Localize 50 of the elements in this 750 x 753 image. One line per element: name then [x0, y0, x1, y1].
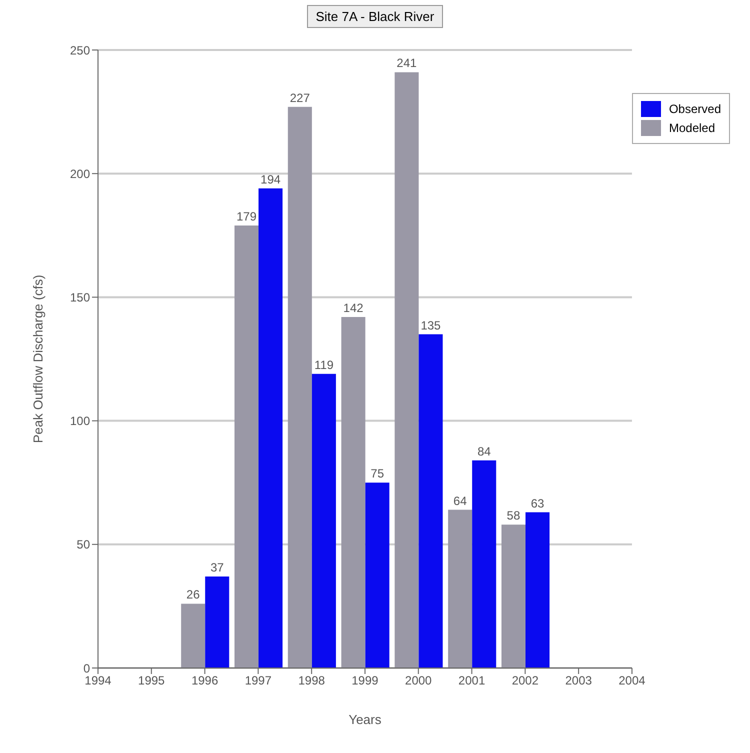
bar — [526, 512, 550, 668]
x-tick-label: 2002 — [512, 674, 539, 688]
bar — [341, 316, 366, 668]
x-tick-label: 2000 — [405, 674, 432, 688]
x-tick-label: 1996 — [191, 674, 218, 688]
data-label: 37 — [210, 560, 224, 575]
x-tick-label: 2003 — [565, 674, 592, 688]
bar — [312, 374, 336, 668]
data-label: 119 — [314, 358, 334, 372]
data-label: 63 — [530, 496, 545, 510]
data-label: 84 — [477, 444, 492, 458]
y-tick-label: 100 — [70, 414, 90, 428]
bar — [418, 334, 443, 668]
x-tick-label: 1994 — [84, 674, 112, 688]
x-tick-label: 1995 — [138, 674, 166, 688]
x-tick-label: 1999 — [352, 674, 379, 688]
data-label: 194 — [260, 172, 281, 186]
bar — [448, 510, 472, 668]
chart-title: Site 7A - Black River — [306, 5, 444, 28]
bar — [288, 106, 312, 668]
x-axis-title: Years — [348, 712, 382, 727]
data-label: 26 — [186, 588, 200, 602]
y-axis-title: Peak Outflow Discharge (cfs) — [30, 274, 46, 444]
y-tick-label: 0 — [83, 661, 90, 676]
bar — [365, 482, 390, 668]
bar — [181, 604, 206, 668]
data-label: 227 — [290, 90, 310, 105]
bar — [205, 576, 230, 668]
data-label: 64 — [453, 494, 468, 508]
bar — [501, 524, 526, 668]
data-label: 58 — [506, 508, 520, 523]
x-tick-label: 1997 — [244, 674, 272, 688]
x-tick-label: 2004 — [618, 674, 646, 688]
y-tick-label: 250 — [70, 43, 90, 58]
data-label: 241 — [396, 56, 418, 70]
y-tick-label: 50 — [76, 538, 90, 552]
x-tick-label: 2001 — [458, 674, 486, 688]
bar — [234, 226, 259, 668]
legend-label: Modeled — [668, 121, 715, 135]
bar — [258, 188, 283, 668]
legend-label: Observed — [668, 102, 721, 116]
y-tick-label: 200 — [70, 166, 90, 181]
data-label: 75 — [370, 466, 384, 481]
x-tick-label: 1998 — [298, 674, 326, 688]
y-tick-label: 150 — [70, 290, 90, 304]
data-label: 179 — [236, 210, 257, 224]
data-label: 135 — [420, 318, 442, 332]
data-label: 142 — [343, 300, 364, 315]
bar — [394, 72, 419, 668]
bar — [472, 460, 496, 668]
